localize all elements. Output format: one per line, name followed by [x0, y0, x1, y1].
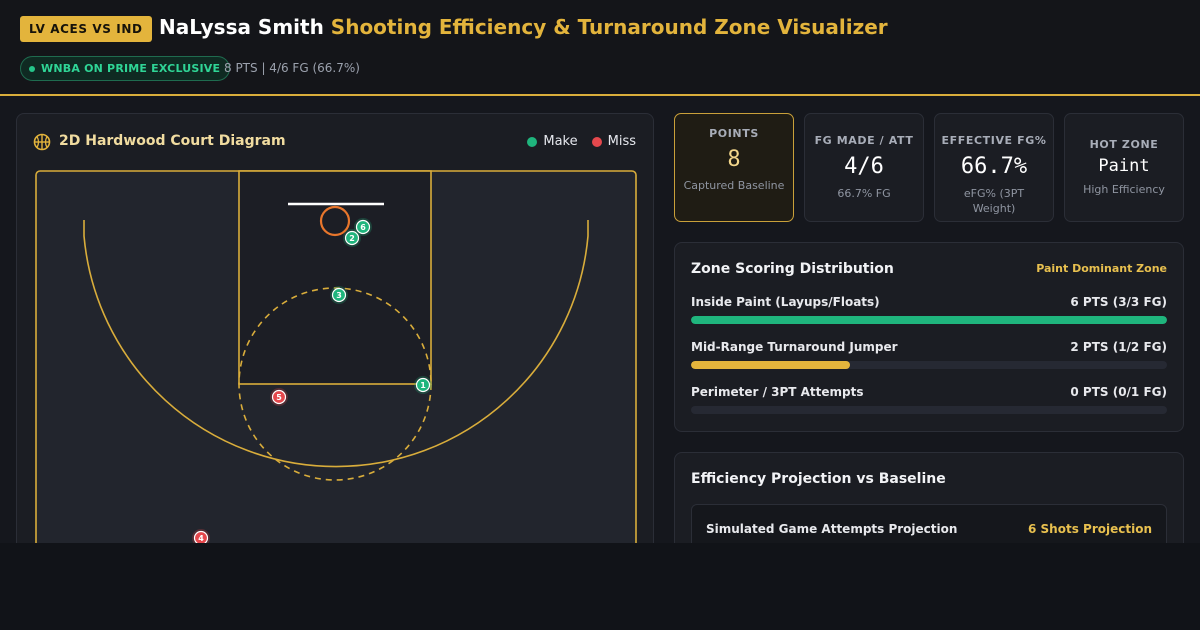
shot-number: 4 [198, 534, 204, 543]
zone-value: 2 PTS (1/2 FG) [1070, 340, 1167, 354]
projection-label: Simulated Game Attempts Projection [706, 522, 958, 536]
shot-dot [415, 377, 431, 393]
shot-dot [344, 230, 360, 246]
page-title-rest: Shooting Efficiency & Turnaround Zone Vi… [330, 15, 888, 39]
shot-marker-miss[interactable]: 4 [192, 529, 210, 543]
zone-bar-fill [691, 361, 850, 369]
court-diagram: 1 2 3 4 5 6 [35, 170, 637, 543]
shot-dot [331, 287, 347, 303]
zone-bar-track [691, 406, 1167, 414]
zone-row-paint: Inside Paint (Layups/Floats) 6 PTS (3/3 … [691, 295, 1167, 329]
stat-summary: 8 PTS | 4/6 FG (66.7%) [224, 61, 360, 75]
stat-label: POINTS [709, 127, 759, 140]
miss-dot-icon [591, 136, 602, 147]
projection-value: 6 Shots Projection [1028, 522, 1152, 536]
shot-number: 3 [336, 291, 342, 300]
shot-number: 6 [360, 223, 366, 232]
make-dot-icon [527, 136, 538, 147]
legend-miss: Miss [591, 134, 636, 149]
broadcast-badge: WNBA ON PRIME EXCLUSIVE [20, 56, 231, 81]
projection-row[interactable]: Simulated Game Attempts Projection 6 Sho… [691, 504, 1167, 543]
shot-marker-make[interactable]: 3 [330, 286, 348, 304]
three-point-arc [83, 220, 589, 468]
zone-row-midrange: Mid-Range Turnaround Jumper 2 PTS (1/2 F… [691, 340, 1167, 374]
zone-distribution-card: Zone Scoring Distribution Paint Dominant… [674, 242, 1184, 432]
zone-title: Zone Scoring Distribution [691, 261, 894, 277]
page-title: NaLyssa Smith Shooting Efficiency & Turn… [159, 15, 888, 39]
stat-sub: 66.7% FG [837, 187, 891, 200]
rim [319, 205, 351, 237]
zone-label: Inside Paint (Layups/Floats) [691, 295, 880, 309]
zone-value: 6 PTS (3/3 FG) [1070, 295, 1167, 309]
live-dot-icon [29, 65, 35, 72]
stat-sub: High Efficiency [1083, 183, 1165, 196]
zone-bar-fill [691, 316, 1167, 324]
stat-sub: eFG% (3PT Weight) [963, 187, 1025, 215]
stat-card-fg[interactable]: FG MADE / ATT 4/6 66.7% FG [804, 113, 924, 222]
shot-dot [193, 530, 209, 543]
stat-card-points[interactable]: POINTS 8 Captured Baseline [674, 113, 794, 222]
zone-row-perimeter: Perimeter / 3PT Attempts 0 PTS (0/1 FG) [691, 385, 1167, 419]
projection-title: Efficiency Projection vs Baseline [691, 471, 946, 487]
header: LV ACES VS IND NaLyssa Smith Shooting Ef… [0, 0, 1200, 96]
shot-dot [271, 389, 287, 405]
court-legend: Make Miss [527, 134, 636, 149]
matchup-badge: LV ACES VS IND [20, 16, 152, 42]
shot-marker-miss[interactable]: 5 [270, 388, 288, 406]
stat-card-hot-zone[interactable]: HOT ZONE Paint High Efficiency [1064, 113, 1184, 222]
stat-value: 66.7% [960, 154, 1028, 179]
stat-label: EFFECTIVE FG% [941, 134, 1047, 147]
shot-marker-make[interactable]: 1 [414, 376, 432, 394]
zone-bar-track [691, 316, 1167, 324]
shot-dot [355, 219, 371, 235]
stat-value: 8 [727, 147, 741, 172]
shot-number: 5 [276, 393, 282, 402]
broadcast-badge-label: WNBA ON PRIME EXCLUSIVE [41, 62, 221, 75]
zone-value: 0 PTS (0/1 FG) [1070, 385, 1167, 399]
shot-number: 2 [349, 234, 355, 243]
shot-number: 1 [420, 381, 426, 390]
legend-make-label: Make [543, 134, 578, 149]
legend-miss-label: Miss [607, 134, 636, 149]
legend-make: Make [527, 134, 578, 149]
stat-sub: Captured Baseline [683, 179, 785, 192]
stat-value: Paint [1098, 156, 1150, 176]
shot-marker-make[interactable]: 2 [343, 229, 361, 247]
stat-label: FG MADE / ATT [814, 134, 914, 147]
court-title: 2D Hardwood Court Diagram [59, 133, 286, 149]
basketball-icon [33, 133, 51, 151]
zone-tag: Paint Dominant Zone [1036, 262, 1167, 275]
stat-value: 4/6 [844, 154, 884, 179]
stat-card-efg[interactable]: EFFECTIVE FG% 66.7% eFG% (3PT Weight) [934, 113, 1054, 222]
shot-marker-make[interactable]: 6 [354, 218, 372, 236]
shot-markers: 1 2 3 4 5 6 [192, 218, 432, 543]
app-frame: LV ACES VS IND NaLyssa Smith Shooting Ef… [0, 0, 1200, 543]
zone-label: Perimeter / 3PT Attempts [691, 385, 864, 399]
player-name: NaLyssa Smith [159, 15, 324, 39]
zone-label: Mid-Range Turnaround Jumper [691, 340, 898, 354]
stat-label: HOT ZONE [1089, 138, 1159, 151]
free-throw-circle [238, 287, 432, 481]
projection-card: Efficiency Projection vs Baseline Simula… [674, 452, 1184, 543]
zone-bar-track [691, 361, 1167, 369]
court-card: 2D Hardwood Court Diagram Make Miss 1 2 3 4… [16, 113, 654, 543]
